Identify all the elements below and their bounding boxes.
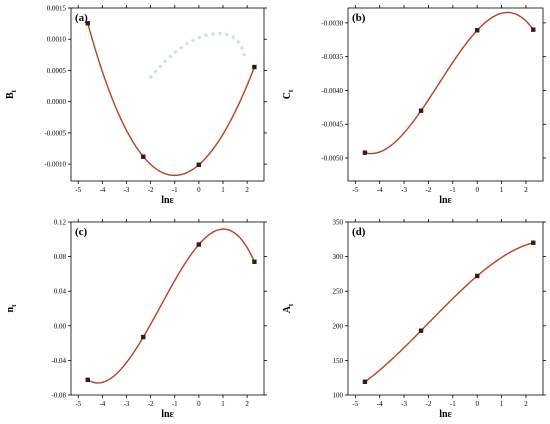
y-tick-label: 0.0005 [47, 67, 67, 75]
x-tick-label: -5 [352, 186, 358, 194]
y-tick-label: -0.0030 [321, 19, 343, 27]
y-tick-label: -0.08 [51, 392, 66, 400]
x-axis-label: lnε [439, 195, 452, 206]
y-tick-label: 0.12 [54, 219, 67, 227]
y-tick-label: 0.00 [54, 322, 67, 330]
y-tick-label: 150 [333, 357, 344, 365]
plot-frame [70, 7, 265, 182]
x-tick-label: -2 [148, 400, 154, 408]
y-tick-label: 0.04 [54, 288, 67, 296]
x-tick-label: -3 [401, 400, 407, 408]
chart-panel-3: -5 -4 -3 -2 -1 0 1 2 -0.08 -0.04 0.00 0.04 0.08 0.12 (… [5, 219, 267, 420]
x-axis-label: lnε [439, 409, 452, 420]
data-point [196, 162, 202, 167]
plot-frame [70, 221, 265, 396]
x-tick-label: -4 [99, 186, 105, 194]
y-axis-label: Bt [5, 89, 18, 99]
data-point [141, 334, 146, 340]
x-tick-label: -2 [426, 186, 432, 194]
x-tick-label: 2 [245, 186, 249, 194]
y-tick-label: -0.0045 [321, 121, 343, 129]
x-tick-label: -1 [450, 400, 456, 408]
y-tick-label: -0.0035 [321, 53, 343, 61]
data-point [362, 379, 368, 385]
y-tick-label: 250 [333, 288, 344, 296]
chart-panel-2: -5 -4 -3 -2 -1 0 1 2 -0.0050 -0.0045 -0.0040 -0.003… [282, 5, 546, 206]
x-tick-label: 1 [500, 186, 504, 194]
x-tick-label: 0 [197, 186, 201, 194]
x-tick-label: -2 [148, 186, 154, 194]
data-point [196, 242, 202, 247]
data-point [362, 150, 368, 155]
x-tick-label: -1 [172, 400, 178, 408]
chart-panel-1: -5 -4 -3 -2 -1 0 1 2 -0.0010 -0.0005 0.0000 0.0005 0… [5, 5, 267, 206]
data-point [252, 64, 257, 70]
x-tick-label: 1 [221, 400, 225, 408]
x-tick-label: -3 [124, 186, 130, 194]
data-point [418, 108, 424, 113]
y-tick-label: 300 [333, 253, 344, 261]
x-tick-label: 0 [475, 400, 479, 408]
y-axis-label: At [282, 303, 295, 313]
y-tick-label: 0.08 [54, 253, 67, 261]
y-tick-label: 200 [333, 322, 344, 330]
y-tick-label: -0.0005 [44, 129, 66, 137]
x-axis-label: lnε [161, 409, 174, 420]
data-point [475, 28, 480, 33]
y-tick-label: -0.0010 [44, 161, 66, 169]
plot-frame [347, 7, 544, 182]
panel-label: (c) [75, 226, 88, 238]
data-point [85, 21, 90, 26]
y-tick-label: -0.0050 [321, 155, 343, 163]
data-point [252, 259, 257, 264]
panel-label: (b) [352, 12, 366, 24]
x-tick-label: -3 [124, 400, 130, 408]
x-tick-label: -2 [426, 400, 432, 408]
fit-curve [364, 242, 534, 383]
x-axis-label: lnε [161, 195, 174, 206]
y-tick-label: 0.0010 [47, 36, 67, 44]
x-tick-label: -4 [99, 400, 105, 408]
y-tick-label: 350 [333, 219, 344, 227]
x-tick-label: 1 [221, 186, 225, 194]
fit-curve [87, 23, 256, 177]
x-tick-label: -3 [401, 186, 407, 194]
watermark-arc-decoration [148, 31, 247, 79]
y-tick-label: -0.04 [51, 357, 66, 365]
x-tick-label: 2 [524, 186, 528, 194]
fit-curve [87, 228, 256, 384]
plot-frame [347, 221, 544, 396]
y-axis-label: nt [5, 304, 18, 313]
x-tick-label: 0 [475, 186, 479, 194]
data-point [85, 377, 90, 383]
chart-panel-4: -5 -4 -3 -2 -1 0 1 2 100 150 200 250 300 350 (d) lnε At [282, 219, 546, 420]
x-tick-label: 1 [500, 400, 504, 408]
x-tick-label: 2 [245, 400, 249, 408]
data-point [141, 154, 146, 159]
panel-label: (a) [75, 12, 88, 24]
x-tick-label: 0 [197, 400, 201, 408]
y-axis-label: Ct [282, 89, 295, 99]
fit-curve [364, 11, 534, 155]
data-point [475, 273, 480, 279]
data-point [418, 328, 424, 333]
y-tick-label: 100 [333, 392, 344, 400]
y-tick-label: 0.0015 [47, 5, 67, 13]
y-tick-label: 0.0000 [47, 98, 67, 106]
x-tick-label: 2 [524, 400, 528, 408]
x-tick-label: -5 [75, 186, 81, 194]
data-point [531, 240, 536, 245]
x-tick-label: -1 [172, 186, 178, 194]
x-tick-label: -4 [377, 186, 383, 194]
x-tick-label: -4 [377, 400, 383, 408]
panel-label: (d) [352, 226, 366, 238]
x-tick-label: -5 [352, 400, 358, 408]
data-point [531, 27, 536, 32]
x-tick-label: -1 [450, 186, 456, 194]
y-tick-label: -0.0040 [321, 87, 343, 95]
x-tick-label: -5 [75, 400, 81, 408]
